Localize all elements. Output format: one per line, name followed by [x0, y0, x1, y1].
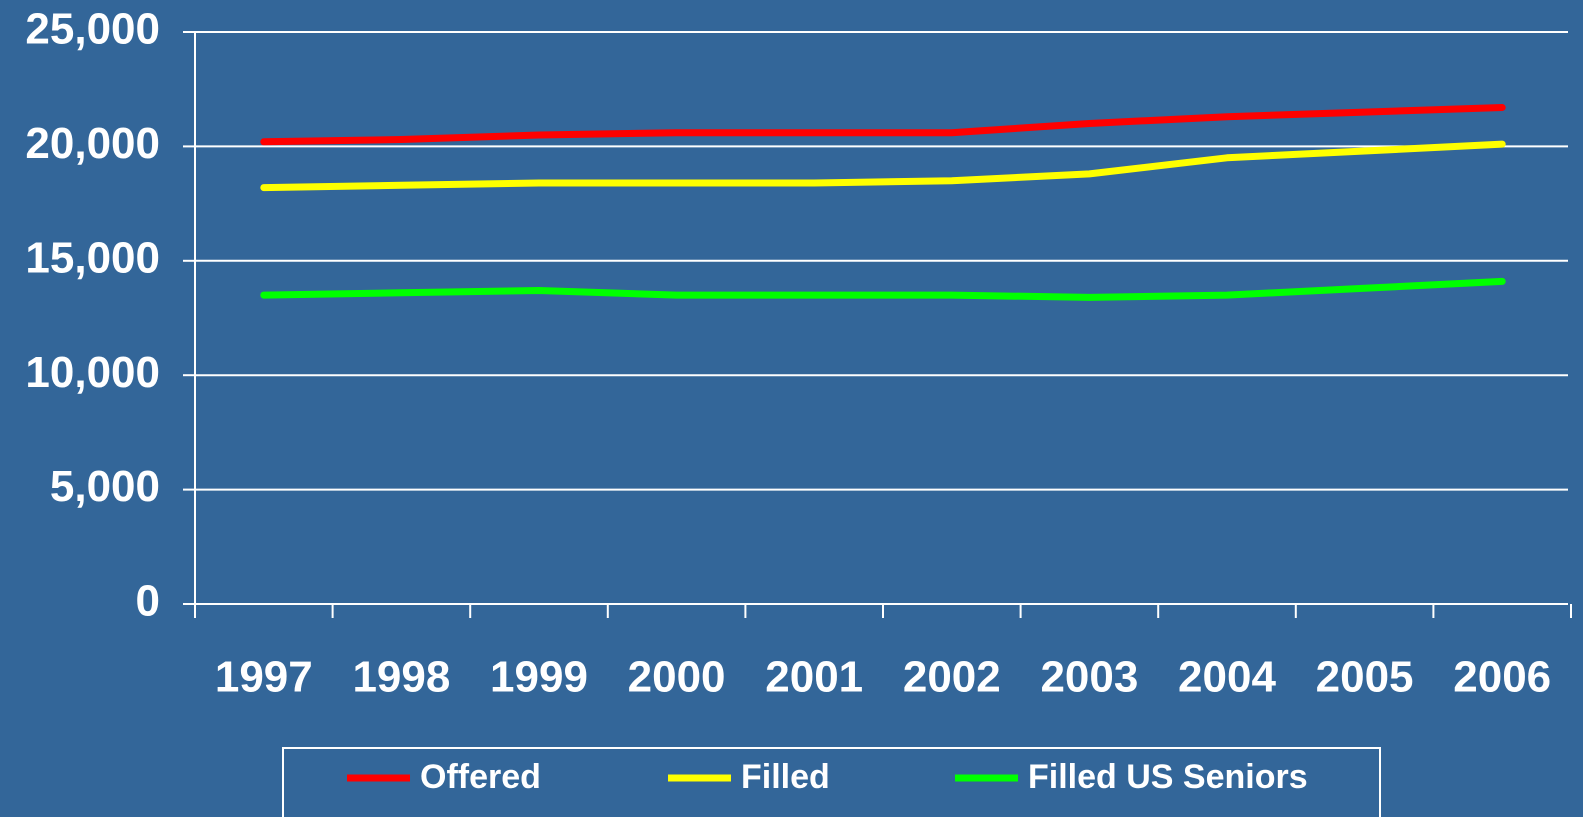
x-tick-label: 1998 — [352, 653, 450, 702]
data-line — [260, 277, 1506, 301]
data-line — [260, 104, 1506, 146]
y-tick-label: 25,000 — [25, 5, 160, 54]
y-tick-label: 5,000 — [50, 462, 160, 511]
x-tick-label: 2001 — [765, 653, 863, 702]
x-tick-label: 2000 — [628, 653, 726, 702]
x-tick-label: 2003 — [1040, 653, 1138, 702]
y-tick-label: 10,000 — [25, 348, 160, 397]
x-tick-label: 2004 — [1178, 653, 1276, 702]
legend-label: Filled — [741, 758, 830, 796]
x-tick-label: 2006 — [1453, 653, 1551, 702]
x-tick-label: 2005 — [1316, 653, 1414, 702]
y-tick-label: 20,000 — [25, 119, 160, 168]
x-tick-label: 1997 — [215, 653, 313, 702]
legend-box — [282, 747, 1381, 817]
legend-label: Offered — [420, 758, 541, 796]
x-tick-label: 2002 — [903, 653, 1001, 702]
y-tick-label: 15,000 — [25, 233, 160, 282]
data-line — [260, 140, 1506, 192]
y-tick-label: 0 — [136, 577, 160, 626]
x-tick-label: 1999 — [490, 653, 588, 702]
legend-label: Filled US Seniors — [1028, 758, 1308, 796]
